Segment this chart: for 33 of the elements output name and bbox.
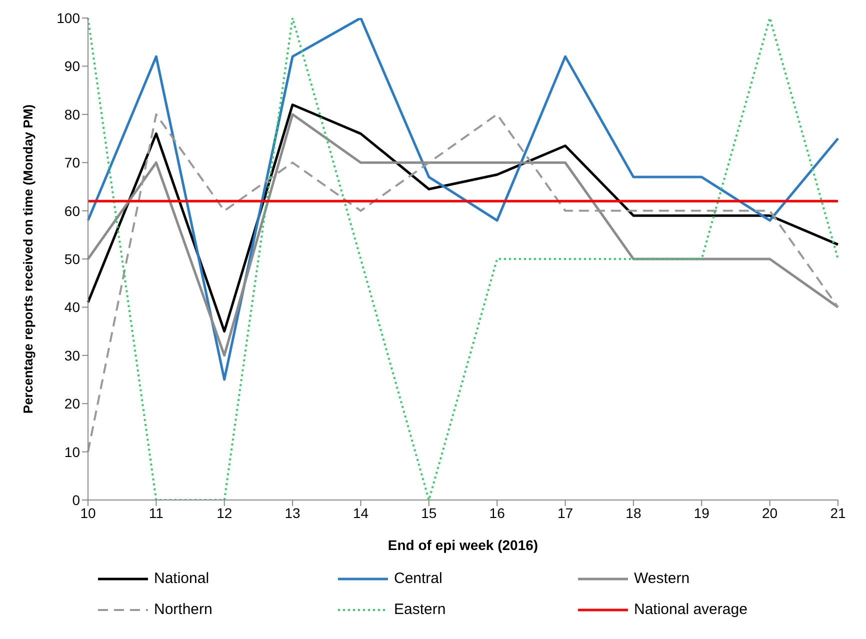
x-tick-label: 14 — [352, 504, 369, 521]
x-tick-label: 19 — [694, 504, 710, 521]
legend-label: Eastern — [394, 601, 446, 618]
y-tick-label: 60 — [64, 202, 80, 219]
y-tick-label: 70 — [64, 154, 80, 171]
legend-label: Western — [634, 570, 690, 587]
y-axis-title: Percentage reports received on time (Monday PM) — [20, 104, 36, 414]
y-tick-label: 20 — [64, 396, 80, 412]
line-series — [87, 113, 839, 453]
y-tick-label: 80 — [64, 106, 80, 122]
legend-label: National average — [634, 601, 748, 618]
x-tick-label: 20 — [762, 504, 778, 521]
legend-label: Central — [394, 570, 442, 587]
y-tick-label: 90 — [64, 58, 80, 74]
x-tick-label: 15 — [421, 504, 437, 521]
x-tick-label: 11 — [148, 504, 164, 521]
y-tick-label: 0 — [72, 492, 80, 508]
x-tick-label: 17 — [557, 504, 574, 521]
x-axis-title: End of epi week (2016) — [388, 537, 538, 553]
legend-label: Northern — [154, 601, 212, 618]
y-tick-label: 40 — [64, 299, 80, 316]
y-tick-label: 10 — [64, 444, 80, 460]
legend-label: National — [154, 570, 210, 587]
x-tick-label: 16 — [489, 504, 506, 521]
y-tick-label: 30 — [64, 347, 80, 364]
x-tick-label: 12 — [216, 504, 232, 521]
x-tick-label: 13 — [284, 504, 301, 521]
x-tick-label: 18 — [626, 504, 642, 521]
line-series — [86, 18, 840, 381]
x-tick-label: 21 — [830, 504, 846, 521]
y-tick-label: 100 — [56, 10, 80, 26]
x-tick-label: 10 — [80, 504, 96, 521]
y-tick-label: 50 — [64, 250, 80, 267]
